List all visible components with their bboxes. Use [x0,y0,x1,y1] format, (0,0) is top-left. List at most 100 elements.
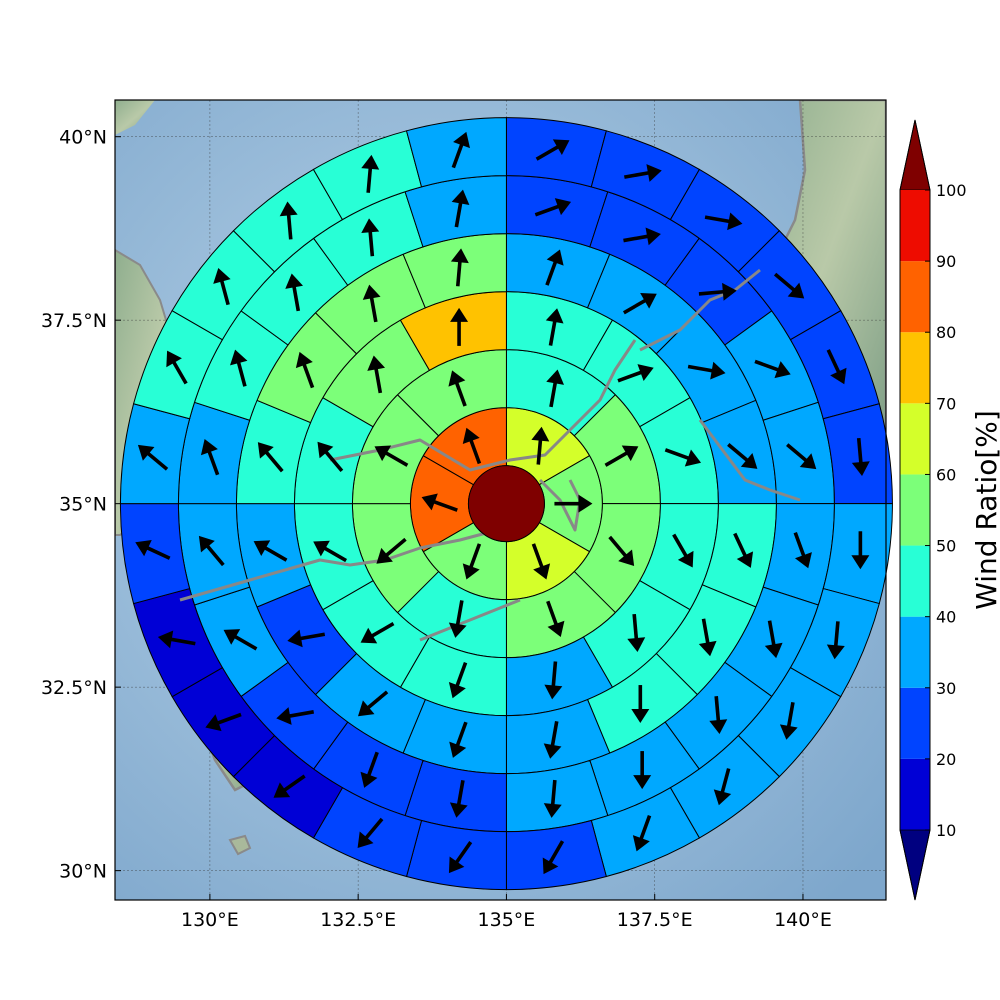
wind-arrow-r0-s3 [462,543,482,580]
wind-arrow-r3-s8 [449,721,468,758]
x-tick-label-1: 132.5°E [320,909,396,931]
wind-arrow-r5-s14 [273,774,306,798]
colorbar: 10 20 30 40 50 60 70 80 90 100 [899,119,967,901]
sector-r5-s0 [505,117,607,188]
wind-arrow-r2-s4 [627,613,646,652]
wind-arrow-r4-s7 [709,696,728,735]
wind-arrow-r5-s1 [624,164,662,182]
wind-arrow-r0-s1 [554,494,593,513]
sector-r5-s23 [405,117,507,188]
wind-arrow-r3-s12 [257,442,284,473]
colorbar-tick-label-3: 40 [936,608,956,627]
wind-arrow-r3-s9 [357,690,389,717]
wind-arrow-r1-s1 [604,445,639,467]
y-tick-label-1: 32.5°N [41,677,107,699]
wind-arrow-r1-s7 [448,370,467,407]
wind-arrow-r5-s5 [851,437,870,476]
wind-arrow-r4-s17 [285,273,304,312]
wind-arrow-r0-s5 [462,427,482,465]
colorbar-tick-label-4: 50 [936,537,956,556]
wind-arrow-r1-s4 [448,600,467,638]
x-axis-ticks: 130°E 132.5°E 135°E 137.5°E 140°E [181,894,832,931]
wind-arrow-r2-s6 [448,661,468,699]
y-tick-label-4: 40°N [59,127,107,149]
wind-arrow-r2-s2 [664,448,702,467]
wind-arrow-r3-s14 [362,284,381,323]
sector-r5-s18 [119,403,191,505]
wind-arrow-r2-s1 [617,364,654,383]
wind-arrow-r5-s23 [451,131,471,169]
colorbar-segment-2 [900,616,930,688]
colorbar-tick-label-2: 30 [936,679,956,698]
wind-arrow-r2-s10 [367,355,386,394]
wind-arrow-r4-s4 [786,443,817,470]
wind-arrow-r3-s15 [450,248,469,287]
wind-arrow-r5-s13 [357,817,384,849]
wind-arrow-r4-s9 [543,779,562,818]
wind-arrow-r2-s8 [313,540,348,563]
wind-arrow-r5-s0 [535,139,570,161]
wind-arrow-r3-s5 [698,618,717,657]
wind-arrow-r1-s3 [546,600,565,638]
wind-arrow-r3-s13 [295,351,315,389]
y-tick-label-2: 35°N [59,494,107,516]
colorbar-tick-label-0: 10 [936,821,956,840]
wind-arrow-r1-s6 [374,445,409,467]
wind-arrow-r5-s15 [205,712,242,732]
wind-arrow-r4-s3 [754,359,791,379]
wind-arrow-r0-s4 [421,493,458,512]
colorbar-tick-label-9: 100 [936,181,967,200]
colorbar-title: Wind Ratio[%] [970,410,1000,610]
wind-arrow-r5-s19 [166,350,188,385]
wind-arrow-r2-s11 [450,307,469,346]
colorbar-tick-label-1: 20 [936,750,956,769]
center-circle [467,465,545,543]
colorbar-segment-8 [900,190,930,262]
colorbar-tick-label-6: 70 [936,394,956,413]
wind-arrow-r1-s0 [546,369,564,408]
wind-arrow-r3-s6 [631,685,650,724]
colorbar-segment-5 [900,403,930,475]
wind-arrow-r5-s4 [826,349,847,385]
axes-frame [114,99,887,901]
wind-arrow-r1-s2 [608,535,635,567]
wind-arrow-r3-s2 [687,361,726,380]
colorbar-segment-7 [900,261,930,333]
wind-arrow-r5-s6 [851,531,870,570]
sector-r5-s17 [119,503,191,605]
wind-arrow-r5-s18 [137,444,169,471]
wind-arrow-r4-s18 [361,218,380,257]
wind-arrow-r5-s10 [632,815,652,852]
wind-arrow-r3-s7 [543,721,562,759]
wind-arrow-r4-s10 [449,779,468,818]
colorbar-under-triangle [899,829,931,901]
wind-arrow-r0-s0 [531,426,550,465]
wind-arrow-r5-s22 [361,154,380,193]
wind-arrow-r3-s10 [287,629,326,648]
wind-arrow-r4-s6 [764,620,783,659]
land-top-left [115,100,155,135]
colorbar-segment-0 [900,758,930,830]
wind-arrow-r5-s17 [135,539,171,560]
colorbar-tick-label-5: 60 [936,465,956,484]
y-axis-ticks: 30°N 32.5°N 35°N 37.5°N 40°N [41,127,121,883]
wind-arrow-r0-s2 [531,543,551,580]
wind-arrow-r4-s14 [198,535,225,567]
wind-arrow-r2-s0 [545,308,564,346]
wind-arrow-r4-s5 [793,531,812,569]
x-tick-label-0: 130°E [181,909,239,931]
wind-arrow-r4-s2 [698,282,737,301]
wind-arrow-r1-s5 [376,537,407,564]
sector-r5-s12 [405,819,507,891]
colorbar-tick-label-8: 90 [936,252,956,271]
wind-arrow-r3-s11 [253,540,288,562]
wind-arrow-r4-s1 [623,227,661,246]
y-tick-label-0: 30°N [59,861,107,883]
wind-arrow-r4-s0 [534,198,572,217]
wind-arrow-r3-s4 [733,532,754,568]
wind-arrow-r5-s20 [213,267,231,306]
wind-arrow-r4-s8 [633,751,652,790]
wind-arrow-r2-s9 [317,441,344,473]
wind-arrow-r5-s3 [773,272,805,299]
wind-arrow-r5-s9 [713,768,732,806]
